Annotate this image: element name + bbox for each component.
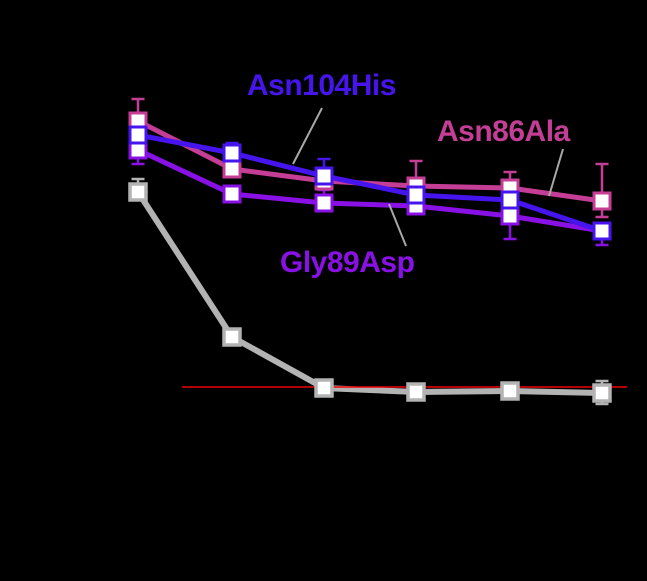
data-point-asn104his: [592, 221, 612, 241]
series-label-asn86ala: Asn86Ala: [437, 115, 570, 148]
data-point-asn104his: [500, 190, 520, 210]
data-point-gly89asp: [500, 206, 520, 226]
data-point-gly89asp: [314, 193, 334, 213]
data-point-asn104his: [222, 143, 242, 163]
data-point-gly89asp: [222, 184, 242, 204]
data-point-asn104his: [128, 125, 148, 145]
data-point-control-gray: [128, 182, 148, 202]
data-point-control-gray: [314, 378, 334, 398]
series-line-asn104his: [137, 132, 603, 234]
label-callout-line: [292, 107, 323, 165]
label-callout-line: [548, 148, 564, 197]
series-line-gly89asp: [136, 147, 603, 234]
data-point-control-gray: [406, 382, 426, 402]
series-label-asn104his: Asn104His: [247, 69, 396, 102]
data-point-asn86ala: [592, 191, 612, 211]
data-point-asn104his: [406, 185, 426, 205]
data-point-control-gray: [500, 381, 520, 401]
data-point-asn104his: [314, 166, 334, 186]
label-callout-line: [388, 203, 407, 247]
data-point-control-gray: [592, 383, 612, 403]
data-point-asn86ala: [222, 159, 242, 179]
series-label-gly89asp: Gly89Asp: [280, 246, 415, 279]
data-point-control-gray: [222, 327, 242, 347]
series-line-control-gray: [135, 190, 603, 396]
